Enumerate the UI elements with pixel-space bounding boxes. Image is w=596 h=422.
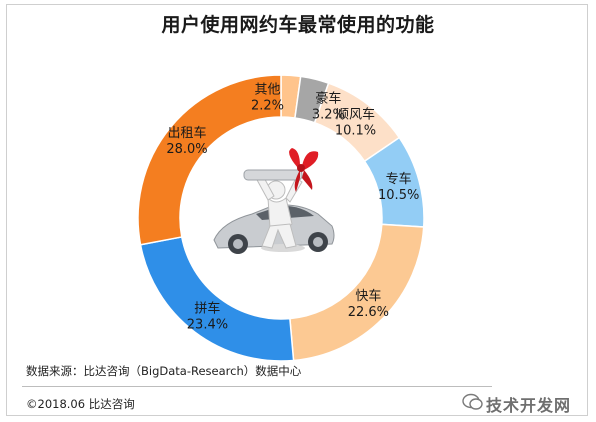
slice-value-label: 2.2%	[251, 99, 284, 114]
car-mascot-illustration	[213, 148, 335, 254]
slice-category-label: 专车	[386, 171, 412, 187]
wechat-icon	[462, 393, 483, 410]
slice-category-label: 快车	[355, 288, 381, 304]
slice-value-label: 3.2%	[312, 108, 345, 123]
slice-category-label: 出租车	[167, 125, 206, 141]
slice-category-label: 拼车	[194, 300, 220, 316]
slice-category-label: 其他	[254, 83, 280, 98]
watermark-text: 技术开发网	[486, 396, 572, 415]
slice-value-label: 22.6%	[348, 305, 389, 320]
slice-value-label: 28.0%	[166, 142, 207, 157]
data-source-note: 数据来源：比达咨询（BigData-Research）数据中心	[26, 364, 302, 378]
donut-slice-6	[137, 74, 282, 246]
slice-value-label: 10.5%	[378, 188, 419, 203]
footer-divider	[22, 386, 492, 387]
slice-category-label: 顺风车	[336, 106, 375, 122]
slice-value-label: 10.1%	[335, 123, 376, 138]
chart-title: 用户使用网约车最常使用的功能	[161, 14, 435, 36]
donut-slice-5	[139, 236, 295, 362]
slice-category-label: 豪车	[315, 91, 341, 107]
slice-value-label: 23.4%	[187, 317, 228, 332]
copyright-note: ©2018.06 比达咨询	[26, 397, 135, 411]
